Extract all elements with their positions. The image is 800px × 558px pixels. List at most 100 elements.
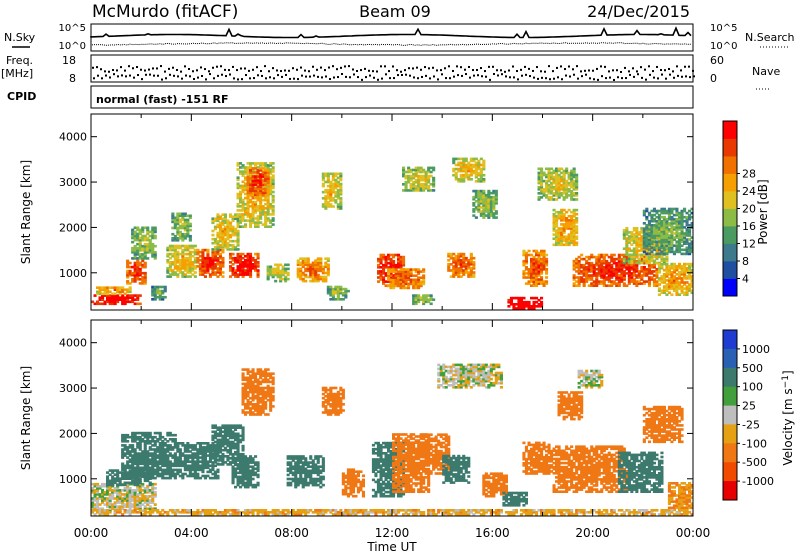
range-gate-cell: [470, 253, 473, 256]
freq-dot: [120, 66, 122, 68]
freq-dot: [524, 66, 526, 68]
range-gate-cell: [625, 227, 628, 230]
range-gate-cell: [613, 254, 616, 257]
range-gate-cell: [274, 280, 277, 283]
nave-dot: [401, 74, 403, 76]
nave-dot: [185, 75, 187, 77]
freq-dot: [544, 71, 546, 73]
freq-dot: [164, 71, 166, 73]
nave-tick-top: 60: [710, 54, 724, 67]
range-gate-cell: [545, 276, 548, 279]
nave-dot: [373, 77, 375, 79]
range-gate-cell: [580, 254, 583, 257]
range-gate-cell: [221, 257, 224, 260]
nave-dot: [641, 77, 643, 79]
nave-dot: [361, 79, 363, 81]
range-gate-cell: [319, 257, 322, 260]
freq-dot: [96, 66, 98, 68]
freq-dot: [600, 65, 602, 67]
range-gate-cell: [249, 253, 252, 256]
range-gate-cell: [139, 303, 142, 306]
nave-dot: [585, 74, 587, 76]
range-gate-cell: [430, 303, 433, 306]
freq-dot: [472, 69, 474, 71]
range-gate-cell: [545, 268, 548, 271]
range-gate-cell: [635, 227, 638, 230]
freq-dot: [148, 69, 150, 71]
freq-dot: [624, 67, 626, 69]
freq-dot: [112, 69, 114, 71]
nave-dot: [561, 78, 563, 80]
nave-dot: [557, 76, 559, 78]
freq-dot: [548, 65, 550, 67]
nave-dot: [645, 79, 647, 81]
nave-dot: [341, 73, 343, 75]
range-gate-cell: [154, 227, 157, 230]
nave-dot: [449, 77, 451, 79]
nave-dot: [665, 78, 667, 80]
nave-dot: [529, 75, 531, 77]
nave-dot: [325, 76, 327, 78]
y-tick-label: 3000: [59, 176, 87, 189]
range-gate-cell: [221, 275, 224, 278]
nave-dot: [249, 77, 251, 79]
nave-dot: [481, 75, 483, 77]
range-gate-cell: [194, 271, 197, 274]
freq-dot: [612, 69, 614, 71]
nave-dot: [333, 77, 335, 79]
freq-dot: [404, 69, 406, 71]
range-gate-cell: [149, 432, 152, 435]
nave-dot: [409, 75, 411, 77]
range-gate-cell: [575, 174, 578, 177]
range-gate-cell: [528, 301, 531, 304]
freq-dot: [496, 69, 498, 71]
freq-label: Freq.: [6, 54, 33, 67]
freq-dot: [136, 66, 138, 68]
range-gate-cell: [540, 168, 543, 171]
range-gate-cell: [204, 275, 207, 278]
range-gate-cell: [665, 256, 668, 259]
range-gate-cell: [540, 301, 543, 304]
nave-dot: [93, 77, 95, 79]
nave-dot: [337, 76, 339, 78]
nave-dot: [425, 75, 427, 77]
range-gate-cell: [154, 503, 157, 506]
nave-dot: [277, 74, 279, 76]
range-gate-cell: [430, 294, 433, 297]
nave-dot: [297, 78, 299, 80]
freq-dot: [224, 69, 226, 71]
nave-dot: [569, 76, 571, 78]
freq-dot: [488, 66, 490, 68]
range-gate-cell: [272, 174, 275, 177]
range-gate-cell: [146, 227, 149, 230]
freq-dot: [316, 69, 318, 71]
nave-dot: [613, 79, 615, 81]
nave-dot: [505, 75, 507, 77]
nave-dot: [245, 74, 247, 76]
freq-dot: [184, 65, 186, 67]
beam-label: Beam 09: [359, 2, 431, 21]
nave-dot: [441, 73, 443, 75]
range-gate-cell: [272, 166, 275, 169]
freq-dot: [300, 67, 302, 69]
nave-dot: [461, 75, 463, 77]
range-gate-cell: [472, 257, 475, 260]
freq-dot: [484, 70, 486, 72]
nave-dot: [349, 76, 351, 78]
nave-dot: [605, 77, 607, 79]
freq-dot: [632, 67, 634, 69]
range-gate-cell: [171, 213, 174, 216]
range-gate-cell: [154, 235, 157, 238]
nave-dot: [113, 73, 115, 75]
freq-tick-bottom: 8: [69, 72, 76, 85]
nave-dot: [357, 76, 359, 78]
nave-dot: [521, 75, 523, 77]
freq-dot: [276, 69, 278, 71]
range-gate-cell: [206, 249, 209, 252]
date-label: 24/Dec/2015: [587, 2, 690, 21]
nave-dot: [389, 77, 391, 79]
nave-dot: [377, 79, 379, 81]
range-gate-cell: [139, 294, 142, 297]
freq-dot: [132, 67, 134, 69]
